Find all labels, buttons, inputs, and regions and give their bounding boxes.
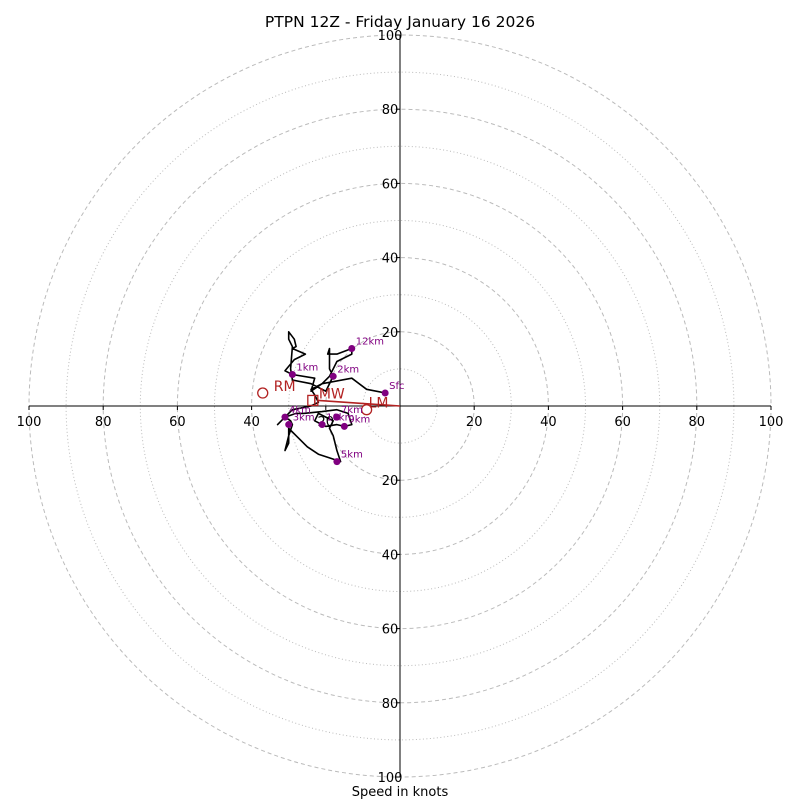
x-tick-label: 100	[17, 415, 42, 430]
y-tick-label: 80	[382, 103, 399, 118]
height-marker	[285, 421, 293, 429]
height-marker-label: Sfc	[389, 381, 404, 392]
shear-vector	[318, 399, 401, 407]
height-marker	[281, 413, 289, 421]
height-marker	[348, 344, 356, 352]
height-marker-label: 9km	[348, 414, 370, 425]
height-marker-label: 4km	[289, 405, 311, 416]
left-mover-label: LM	[369, 396, 389, 412]
y-tick-label: 40	[382, 548, 399, 563]
mean-wind-label: MW	[319, 386, 345, 402]
height-marker	[333, 413, 341, 421]
tick-labels: 100 80 60 40 20 20 40 60 80 100100806040202040608…	[17, 29, 784, 786]
y-tick-label: 60	[382, 623, 399, 638]
x-tick-label: 60	[614, 415, 631, 430]
y-tick-label: 100	[378, 29, 403, 44]
y-tick-label: 40	[382, 252, 399, 267]
height-marker-label: 1km	[296, 362, 318, 373]
mean-wind-marker	[307, 394, 319, 407]
x-tick-label: 100	[759, 415, 784, 430]
y-tick-label: 20	[382, 474, 399, 489]
y-tick-label: 80	[382, 697, 399, 712]
height-marker	[329, 372, 337, 380]
height-marker	[381, 389, 389, 397]
chart-title: PTPN 12Z - Friday January 16 2026	[265, 13, 535, 31]
wind-trace	[276, 330, 386, 463]
height-marker-label: 5km	[341, 450, 363, 461]
height-marker	[318, 421, 326, 429]
x-tick-label: 60	[169, 415, 186, 430]
height-marker-label: 7km	[341, 405, 363, 416]
height-marker-label: 12km	[356, 336, 384, 347]
height-marker	[288, 370, 296, 378]
x-tick-label: 80	[95, 415, 112, 430]
y-tick-label: 60	[382, 177, 399, 192]
x-axis-label: Speed in knots	[352, 785, 449, 800]
height-marker	[333, 458, 341, 466]
height-marker-label: 10km	[326, 413, 354, 424]
x-tick-label: 40	[540, 415, 557, 430]
x-tick-label: 40	[243, 415, 260, 430]
y-tick-label: 20	[382, 326, 399, 341]
wind-trace-line	[276, 330, 386, 463]
height-marker-label: 2km	[337, 364, 359, 375]
right-mover-label: RM	[274, 379, 296, 395]
height-marker	[340, 422, 348, 430]
x-tick-label: 20	[466, 415, 483, 430]
y-tick-label: 100	[378, 771, 403, 786]
storm-motion: RM LM MW	[257, 379, 401, 416]
x-tick-label: 80	[689, 415, 706, 430]
right-mover-marker	[257, 387, 269, 399]
left-mover-marker	[360, 404, 373, 416]
height-marker-label: 3km	[293, 413, 315, 424]
